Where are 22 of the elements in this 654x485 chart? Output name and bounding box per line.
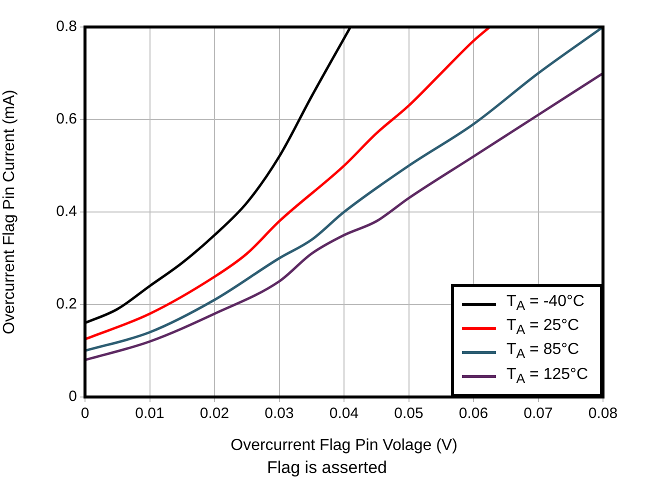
legend-label: T$_{A}$ = 125°C — [506, 364, 588, 388]
x-tick-label: 0.03 — [264, 405, 294, 422]
y-tick-label: 0.6 — [56, 110, 77, 128]
x-axis-title: Overcurrent Flag Pin Volage (V) — [230, 436, 458, 454]
y-tick-label: 0.2 — [56, 296, 77, 313]
y-tick-label: 0.4 — [56, 203, 77, 220]
y-tick-label: 0.8 — [56, 18, 77, 36]
text: Flag is asserted — [266, 458, 388, 478]
x-tick-label: 0.01 — [135, 405, 164, 422]
legend-label: T$_{A}$ = -40°C — [506, 292, 584, 316]
x-tick-label: 0 — [80, 405, 90, 422]
y-tick-label: 0 — [68, 388, 77, 406]
line-series — [85, 27, 491, 340]
legend-label: T$_{A}$ = 85°C — [506, 340, 580, 364]
x-tick-label: 0.08 — [588, 405, 618, 422]
x-tick-label: 0.05 — [394, 405, 424, 422]
legend-label: T$_{A}$ = 25°C — [506, 316, 580, 340]
x-tick-label: 0.04 — [329, 405, 359, 422]
y-axis-title: Overcurrent Flag Pin Current (mA) — [1, 90, 18, 334]
x-tick-label: 0.02 — [200, 405, 230, 422]
x-tick-label: 0.07 — [524, 405, 553, 422]
x-tick-label: 0.06 — [458, 405, 488, 422]
